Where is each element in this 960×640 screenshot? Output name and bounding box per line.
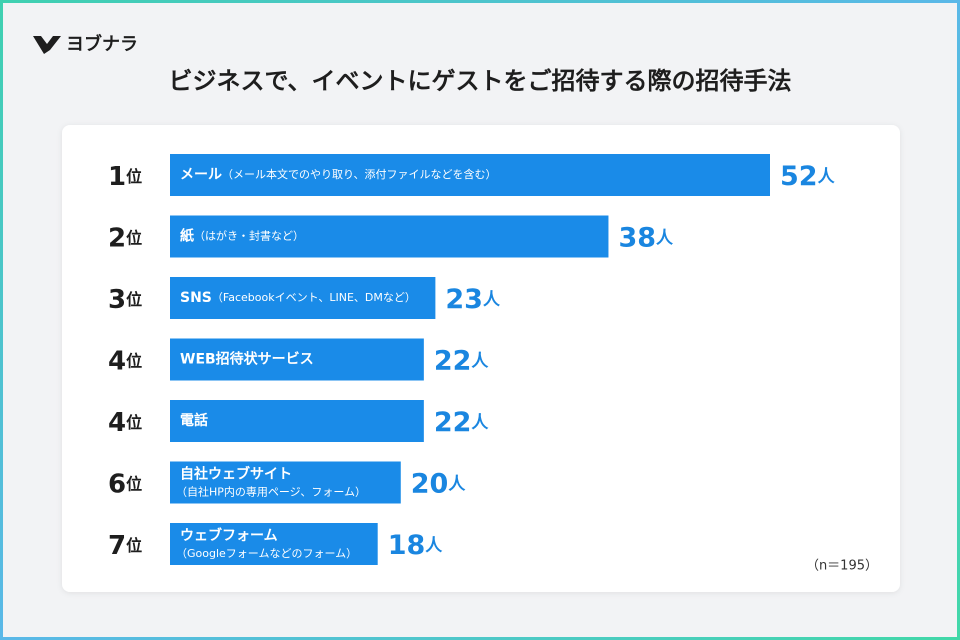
category-name: メール [180, 167, 222, 183]
rank: 1位 [108, 162, 142, 192]
value-label: 52人 [780, 161, 836, 192]
value-number: 18 [388, 530, 426, 561]
bar [170, 523, 378, 565]
value-unit: 人 [483, 290, 501, 310]
rank: 3位 [108, 285, 142, 315]
rank: 7位 [108, 531, 142, 561]
rank-number: 7 [108, 531, 126, 561]
category-name: SNS [180, 290, 212, 306]
rank-number: 2 [108, 223, 126, 253]
bar [170, 461, 401, 504]
rank: 6位 [108, 469, 142, 499]
rank-number: 1 [108, 162, 126, 192]
category-label: ウェブフォーム [180, 527, 278, 544]
rank-number: 3 [108, 285, 126, 315]
value-number: 23 [445, 284, 483, 315]
value-number: 38 [618, 222, 656, 253]
bar [170, 154, 770, 196]
value-unit: 人 [425, 536, 443, 556]
category-note: （はがき・封書など） [194, 229, 304, 243]
rank-suffix: 位 [126, 290, 142, 309]
category-note: （自社HP内の専用ページ、フォーム） [176, 485, 366, 499]
value-label: 22人 [434, 345, 490, 376]
rank-suffix: 位 [126, 167, 142, 186]
rank-number: 6 [108, 469, 126, 499]
category-label: SNS（Facebookイベント、LINE、DMなど） [180, 290, 416, 306]
category-name: 電話 [180, 412, 208, 429]
chart-title: ビジネスで、イベントにゲストをご招待する際の招待手法 [168, 67, 791, 95]
rank-suffix: 位 [126, 228, 142, 247]
category-note: （Googleフォームなどのフォーム） [176, 547, 357, 560]
rank-suffix: 位 [126, 536, 142, 555]
value-unit: 人 [656, 229, 674, 249]
value-number: 20 [411, 468, 449, 499]
rank-suffix: 位 [126, 474, 142, 493]
rank: 2位 [108, 223, 142, 253]
rank: 4位 [108, 346, 142, 376]
value-label: 38人 [618, 222, 674, 253]
bar [170, 215, 609, 258]
rank: 4位 [108, 408, 142, 438]
value-unit: 人 [448, 475, 466, 495]
category-name: 紙 [180, 228, 194, 245]
rank-number: 4 [108, 408, 126, 438]
rank-suffix: 位 [126, 413, 142, 432]
category-name: WEB招待状サービス [180, 351, 314, 368]
value-number: 22 [434, 407, 472, 438]
value-unit: 人 [471, 413, 489, 433]
brand-name: ヨブナラ [66, 33, 138, 55]
category-label: WEB招待状サービス [180, 351, 314, 368]
category-label: 電話 [180, 412, 208, 429]
value-unit: 人 [818, 167, 836, 187]
bar [170, 338, 424, 381]
value-label: 18人 [388, 530, 444, 561]
category-name: 自社ウェブサイト [180, 466, 292, 483]
category-label: 紙（はがき・封書など） [180, 228, 304, 245]
category-label: 自社ウェブサイト [180, 466, 292, 483]
value-unit: 人 [471, 352, 489, 372]
category-label: メール（メール本文でのやり取り、添付ファイルなどを含む） [180, 167, 497, 183]
value-number: 22 [434, 345, 472, 376]
category-note: （Facebookイベント、LINE、DMなど） [212, 291, 416, 304]
sample-note: （n＝195） [806, 559, 878, 574]
bar [170, 400, 424, 442]
value-number: 52 [780, 161, 818, 192]
bar [170, 277, 436, 319]
value-label: 20人 [411, 468, 467, 499]
rank-number: 4 [108, 346, 126, 376]
value-label: 23人 [445, 284, 501, 315]
value-label: 22人 [434, 407, 490, 438]
rank-suffix: 位 [126, 351, 142, 370]
brand-logo [33, 36, 61, 54]
category-name: ウェブフォーム [180, 527, 278, 544]
category-note: （メール本文でのやり取り、添付ファイルなどを含む） [222, 167, 497, 181]
